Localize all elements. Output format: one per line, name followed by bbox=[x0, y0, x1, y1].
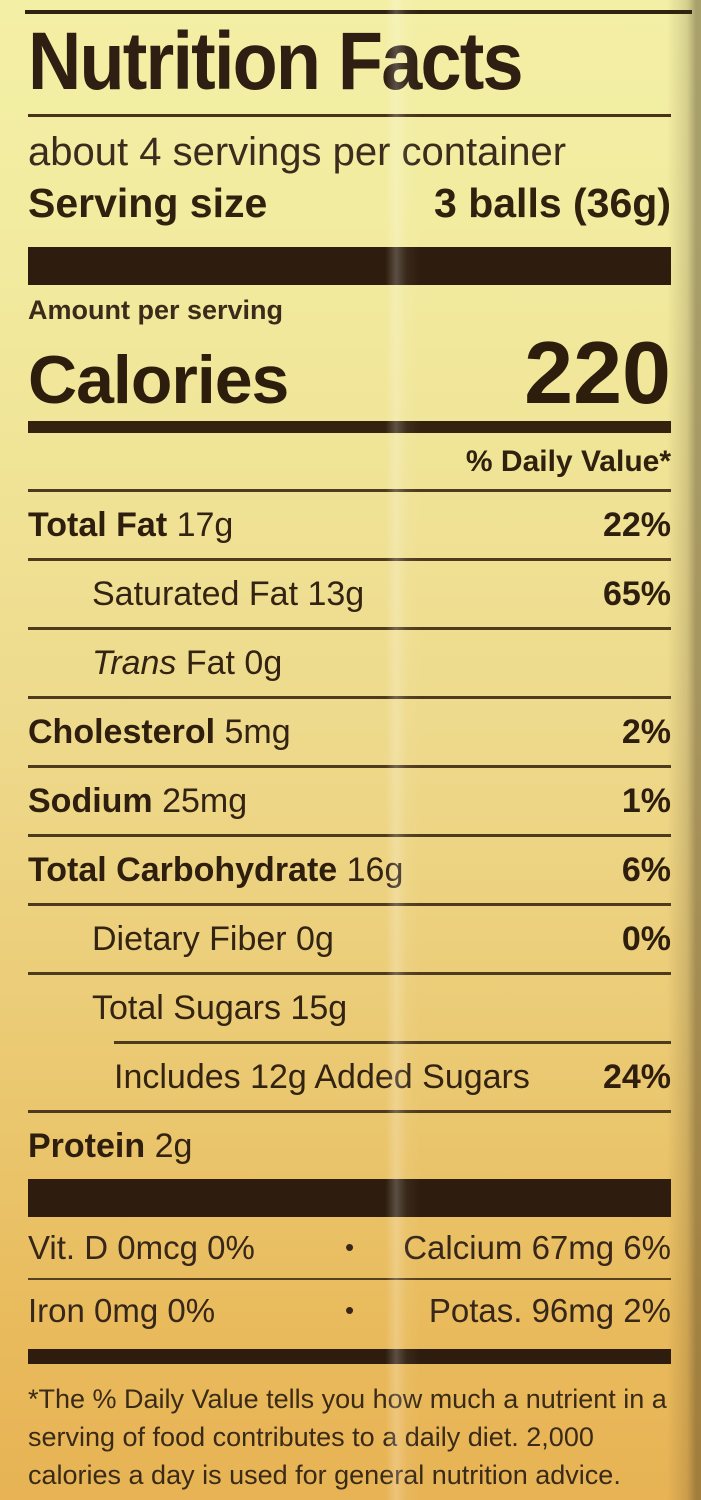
nutrient-name: Protein 2g bbox=[28, 1126, 193, 1165]
section-bar-protein bbox=[28, 1179, 671, 1217]
nutrient-amount: 17g bbox=[167, 505, 234, 544]
section-bar-bottom bbox=[28, 1349, 671, 1364]
row-divider bbox=[28, 558, 671, 561]
micronutrient-row: Iron 0mg 0% • Potas. 96mg 2% bbox=[28, 1280, 671, 1341]
nutrient-amount: 15g bbox=[281, 988, 348, 1027]
nutrient-row: Cholesterol 5mg 2% bbox=[28, 699, 671, 765]
nutrient-row: Total Sugars 15g bbox=[28, 975, 671, 1041]
nutrient-daily-value: 65% bbox=[602, 574, 671, 613]
section-bar-top bbox=[28, 247, 671, 285]
row-divider bbox=[28, 627, 671, 630]
nutrient-amount: 16g bbox=[337, 850, 404, 889]
row-divider bbox=[28, 972, 671, 975]
nutrient-daily-value: 1% bbox=[621, 781, 671, 820]
calories-divider-bar bbox=[28, 421, 671, 433]
nutrient-name: Cholesterol 5mg bbox=[28, 712, 291, 751]
calories-label: Calories bbox=[28, 342, 289, 418]
amount-per-serving-label: Amount per serving bbox=[28, 295, 284, 325]
nutrient-name: Total Fat 17g bbox=[28, 505, 234, 544]
nutrient-daily-value: 22% bbox=[602, 505, 671, 544]
serving-size-value: 3 balls (36g) bbox=[434, 180, 671, 226]
row-divider bbox=[28, 1110, 671, 1113]
row-divider bbox=[28, 834, 671, 837]
nutrient-row: Total Fat 17g 22% bbox=[28, 492, 671, 558]
row-divider bbox=[114, 1041, 671, 1044]
row-divider bbox=[28, 1278, 671, 1280]
servings-per-container: about 4 servings per container bbox=[28, 130, 567, 174]
micronutrient-row: Vit. D 0mcg 0% • Calcium 67mg 6% bbox=[28, 1217, 671, 1278]
serving-size-label: Serving size bbox=[28, 180, 268, 226]
nutrient-amount: 2g bbox=[145, 1126, 193, 1165]
label-content: Nutrition Facts about 4 servings per con… bbox=[0, 18, 701, 1494]
daily-value-footnote: *The % Daily Value tells you how much a … bbox=[28, 1384, 667, 1490]
row-divider bbox=[28, 765, 671, 768]
nutrient-daily-value: 6% bbox=[621, 850, 671, 889]
separator-dot: • bbox=[344, 1232, 355, 1262]
nutrient-row: Saturated Fat 13g 65% bbox=[28, 561, 671, 627]
calories-row: Calories 220 bbox=[28, 325, 671, 421]
separator-dot: • bbox=[344, 1295, 355, 1325]
row-divider bbox=[28, 903, 671, 906]
label-title: Nutrition Facts bbox=[28, 16, 524, 107]
nutrient-row: Total Carbohydrate 16g 6% bbox=[28, 837, 671, 903]
nutrient-row: Dietary Fiber 0g 0% bbox=[28, 906, 671, 972]
nutrient-rows: Total Fat 17g 22% Saturated Fat 13g 65% … bbox=[28, 489, 671, 1179]
nutrient-row: Sodium 25mg 1% bbox=[28, 768, 671, 834]
label-top-border bbox=[25, 10, 692, 14]
row-divider bbox=[28, 489, 671, 492]
nutrient-row: Protein 2g bbox=[28, 1113, 671, 1179]
nutrient-row: Trans Fat 0g bbox=[28, 630, 671, 696]
micronutrient-left: Iron 0mg 0% bbox=[28, 1291, 216, 1329]
title-divider bbox=[28, 114, 671, 117]
calories-value: 220 bbox=[524, 323, 671, 422]
nutrient-amount: 13g bbox=[298, 574, 365, 613]
nutrient-name: Dietary Fiber 0g bbox=[92, 919, 334, 958]
nutrient-row: Includes 12g Added Sugars 24% bbox=[28, 1044, 671, 1110]
micronutrient-right: Calcium 67mg 6% bbox=[403, 1228, 671, 1266]
nutrient-daily-value: 2% bbox=[621, 712, 671, 751]
micronutrient-right: Potas. 96mg 2% bbox=[428, 1291, 671, 1329]
micronutrient-left: Vit. D 0mcg 0% bbox=[28, 1228, 255, 1266]
nutrient-name: Includes 12g Added Sugars bbox=[114, 1057, 530, 1096]
nutrient-name: Total Sugars 15g bbox=[92, 988, 348, 1027]
nutrient-amount: 0g bbox=[286, 919, 334, 958]
nutrient-daily-value: 24% bbox=[602, 1057, 671, 1096]
nutrient-name: Trans Fat 0g bbox=[92, 643, 283, 682]
nutrient-amount: 0g bbox=[234, 643, 283, 682]
nutrient-name: Sodium 25mg bbox=[28, 781, 248, 820]
serving-size-row: Serving size 3 balls (36g) bbox=[28, 177, 671, 229]
nutrient-amount: 25mg bbox=[152, 781, 248, 820]
nutrient-amount: 5mg bbox=[215, 712, 291, 751]
micronutrient-rows: Vit. D 0mcg 0% • Calcium 67mg 6% Iron 0m… bbox=[28, 1217, 671, 1341]
nutrient-name: Total Carbohydrate 16g bbox=[28, 850, 404, 889]
row-divider bbox=[28, 696, 671, 699]
nutrient-daily-value: 0% bbox=[621, 919, 671, 958]
nutrient-name: Saturated Fat 13g bbox=[92, 574, 365, 613]
daily-value-header: % Daily Value* bbox=[465, 445, 671, 478]
